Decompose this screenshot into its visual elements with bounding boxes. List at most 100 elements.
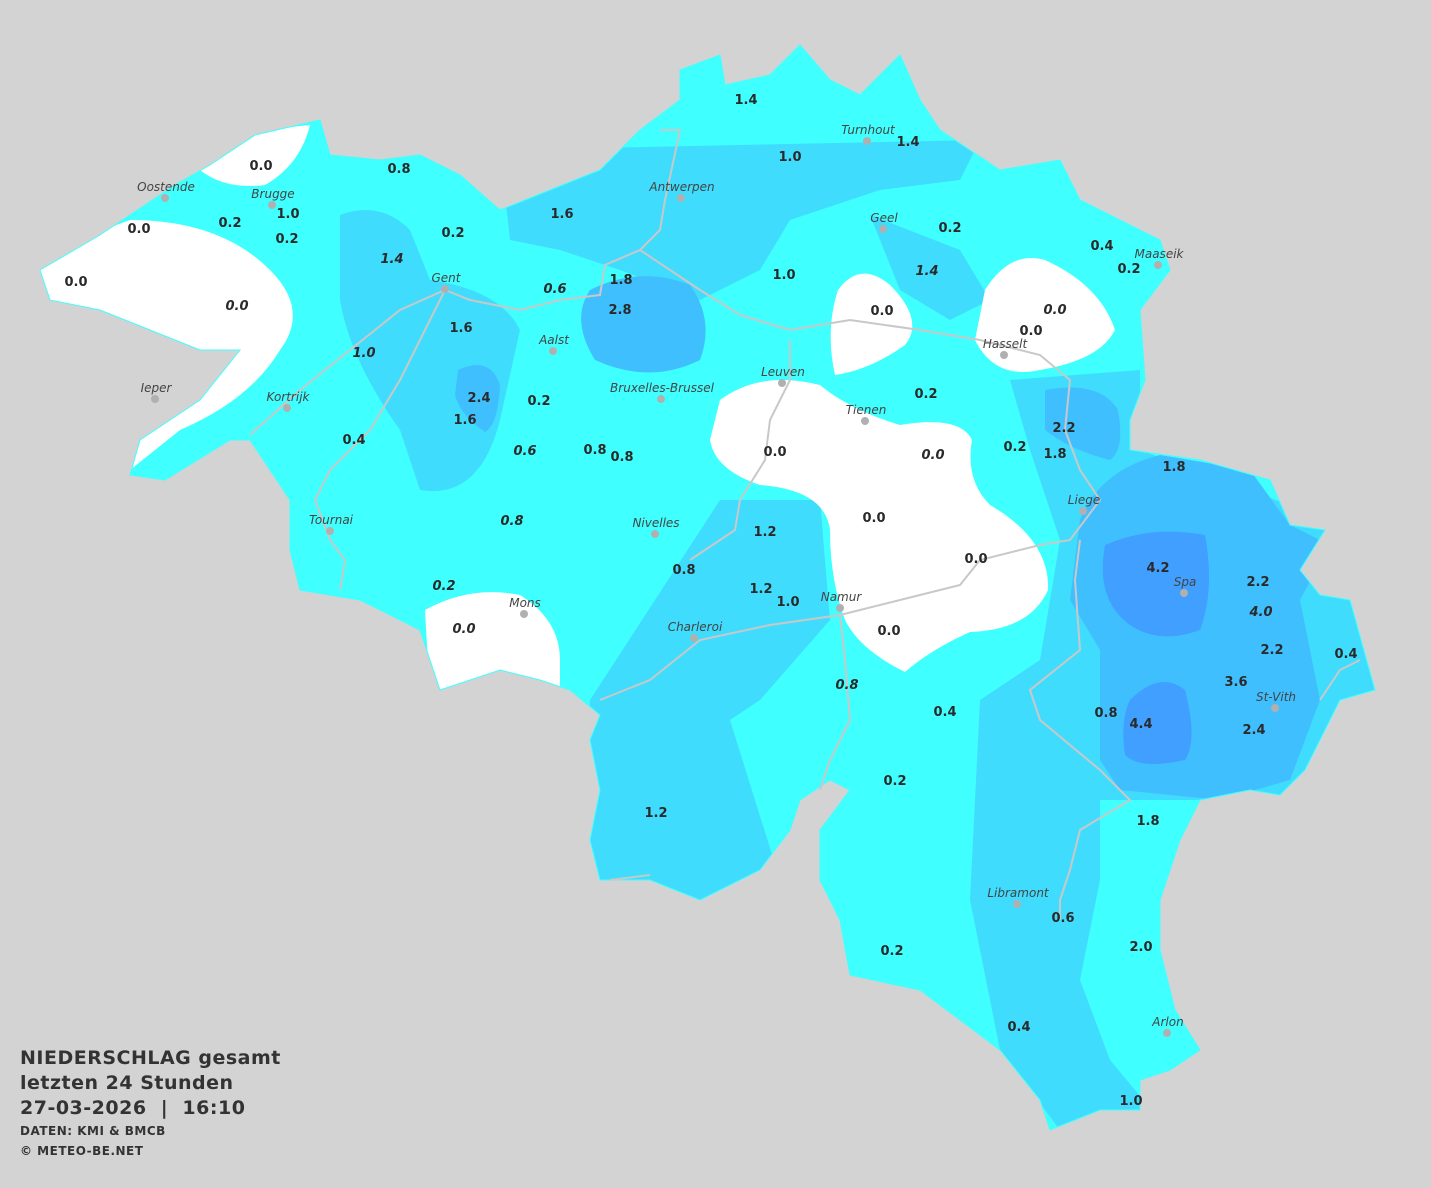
precipitation-value: 0.2 xyxy=(527,394,550,409)
precipitation-value: 1.0 xyxy=(276,207,299,222)
precipitation-value: 1.2 xyxy=(749,582,772,597)
precipitation-value: 0.0 xyxy=(877,624,900,639)
precipitation-value: 2.4 xyxy=(467,391,490,406)
precipitation-value: 1.8 xyxy=(1043,447,1066,462)
city-label: Charleroi xyxy=(668,620,723,634)
precipitation-value: 0.0 xyxy=(127,222,150,237)
precipitation-value: 1.4 xyxy=(896,135,919,150)
precipitation-value: 2.2 xyxy=(1246,575,1269,590)
city-label: Hasselt xyxy=(983,337,1029,351)
city-label: St-Vith xyxy=(1256,690,1296,704)
precipitation-value: 3.6 xyxy=(1224,675,1247,690)
precipitation-value: 0.2 xyxy=(218,216,241,231)
legend-source: DATEN: KMI & BMCB xyxy=(20,1124,166,1138)
precipitation-value: 0.2 xyxy=(1003,440,1026,455)
precipitation-value: 1.6 xyxy=(453,413,476,428)
precipitation-value: 2.2 xyxy=(1260,643,1283,658)
city-dot xyxy=(778,379,786,387)
legend-title: NIEDERSCHLAG gesamt xyxy=(20,1047,281,1069)
precipitation-value: 0.2 xyxy=(914,387,937,402)
city-dot xyxy=(861,417,869,425)
city-dot xyxy=(1000,351,1008,359)
precipitation-value: 0.8 xyxy=(500,514,523,529)
legend-datetime: 27-03-2026 | 16:10 xyxy=(20,1097,246,1119)
precipitation-value: 0.4 xyxy=(342,433,365,448)
city-label: Aalst xyxy=(538,333,570,347)
precipitation-value: 0.8 xyxy=(672,563,695,578)
precipitation-value: 0.2 xyxy=(880,944,903,959)
city-label: Namur xyxy=(821,590,863,604)
city-label: Arlon xyxy=(1151,1015,1183,1029)
precipitation-value: 1.0 xyxy=(772,268,795,283)
precipitation-value: 0.2 xyxy=(441,226,464,241)
city-dot xyxy=(651,530,659,538)
precipitation-value: 2.0 xyxy=(1129,940,1152,955)
city-dot xyxy=(441,285,449,293)
city-dot xyxy=(1271,704,1279,712)
precipitation-value: 0.4 xyxy=(1007,1020,1030,1035)
city-dot xyxy=(863,137,871,145)
precipitation-value: 0.6 xyxy=(513,444,536,459)
city-dot xyxy=(520,610,528,618)
precipitation-value: 0.2 xyxy=(883,774,906,789)
precipitation-value: 0.0 xyxy=(1043,303,1066,318)
precipitation-value: 0.8 xyxy=(1094,706,1117,721)
precipitation-value: 1.4 xyxy=(734,93,757,108)
precipitation-value: 0.0 xyxy=(964,552,987,567)
precipitation-value: 1.4 xyxy=(915,264,938,279)
precipitation-value: 0.8 xyxy=(583,443,606,458)
precipitation-value: 0.0 xyxy=(1019,324,1042,339)
city-label: Maaseik xyxy=(1135,247,1185,261)
city-label: Brugge xyxy=(251,187,294,201)
city-dot xyxy=(836,604,844,612)
city-label: Ieper xyxy=(141,381,173,395)
precipitation-value: 0.0 xyxy=(249,159,272,174)
precipitation-value: 0.4 xyxy=(1090,239,1113,254)
precipitation-values: 0.00.00.00.21.00.20.80.21.40.01.61.41.01… xyxy=(64,93,1357,1109)
precipitation-value: 1.2 xyxy=(644,806,667,821)
precipitation-value: 0.8 xyxy=(610,450,633,465)
city-label: Turnhout xyxy=(841,123,896,137)
city-dot xyxy=(268,201,276,209)
rivers xyxy=(249,129,1361,920)
city-dot xyxy=(1163,1029,1171,1037)
precipitation-value: 2.4 xyxy=(1242,723,1265,738)
precipitation-value: 0.0 xyxy=(452,622,475,637)
precipitation-value: 0.2 xyxy=(938,221,961,236)
city-dot xyxy=(161,194,169,202)
precipitation-value: 1.8 xyxy=(1136,814,1159,829)
city-dot xyxy=(1013,900,1021,908)
precipitation-value: 4.2 xyxy=(1146,561,1169,576)
precipitation-value: 1.0 xyxy=(776,595,799,610)
precipitation-value: 1.0 xyxy=(778,150,801,165)
precipitation-value: 1.8 xyxy=(1162,460,1185,475)
precipitation-value: 2.2 xyxy=(1052,421,1075,436)
city-dot xyxy=(1180,589,1188,597)
city-label: Tournai xyxy=(309,513,354,527)
precipitation-value: 0.4 xyxy=(1334,647,1357,662)
precipitation-value: 0.0 xyxy=(921,448,944,463)
map-legend: NIEDERSCHLAG gesamt letzten 24 Stunden 2… xyxy=(20,1046,281,1161)
precipitation-value: 1.0 xyxy=(352,346,375,361)
zone-level4 xyxy=(1102,531,1209,764)
city-label: Gent xyxy=(432,271,462,285)
precipitation-value: 0.0 xyxy=(870,304,893,319)
precipitation-value: 0.2 xyxy=(432,579,455,594)
city-label: Oostende xyxy=(137,180,195,194)
legend-copyright: © METEO-BE.NET xyxy=(20,1144,144,1158)
city-label: Nivelles xyxy=(632,516,679,530)
precipitation-value: 0.6 xyxy=(543,282,566,297)
city-label: Libramont xyxy=(987,886,1050,900)
city-label: Liege xyxy=(1068,493,1100,507)
precipitation-value: 1.6 xyxy=(449,321,472,336)
city-dot xyxy=(151,395,159,403)
precipitation-value: 0.0 xyxy=(225,299,248,314)
city-dot xyxy=(1154,261,1162,269)
precipitation-value: 0.8 xyxy=(835,678,858,693)
city-dot xyxy=(657,395,665,403)
city-dot xyxy=(879,225,887,233)
precipitation-value: 0.0 xyxy=(862,511,885,526)
cities: Oostende Brugge Gent Antwerpen Turnhout Geel M… xyxy=(137,123,1296,1037)
